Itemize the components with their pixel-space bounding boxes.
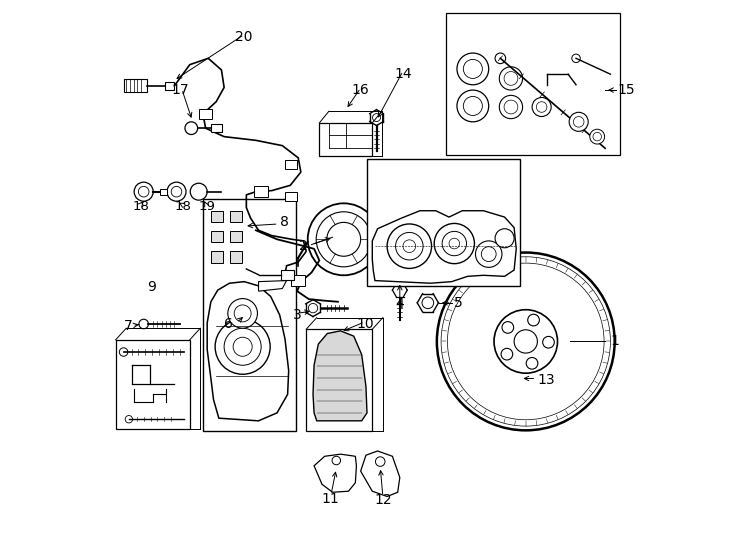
Text: 14: 14 [394, 67, 412, 81]
Polygon shape [116, 340, 189, 429]
Bar [159, 188, 167, 195]
Circle shape [435, 224, 474, 264]
Text: 3: 3 [293, 308, 302, 322]
Text: 5: 5 [454, 296, 463, 310]
Bar [446, 13, 620, 154]
Text: 18: 18 [132, 200, 149, 213]
Bar [165, 82, 175, 90]
Bar [211, 124, 222, 132]
Circle shape [499, 67, 523, 90]
Polygon shape [258, 281, 286, 291]
Circle shape [185, 122, 197, 134]
Polygon shape [207, 282, 288, 421]
Circle shape [167, 182, 186, 201]
Text: 12: 12 [374, 493, 392, 507]
Polygon shape [319, 123, 372, 156]
Text: 17: 17 [172, 83, 189, 97]
Circle shape [224, 328, 261, 365]
Circle shape [387, 224, 432, 268]
Bar [203, 199, 296, 431]
Text: 1: 1 [611, 334, 619, 348]
Bar [230, 231, 242, 242]
Bar [291, 275, 305, 286]
Polygon shape [313, 331, 367, 421]
Bar [230, 211, 242, 222]
Circle shape [495, 229, 514, 248]
Circle shape [437, 253, 614, 430]
Text: 9: 9 [148, 280, 156, 294]
Bar [211, 251, 222, 262]
Circle shape [190, 183, 207, 200]
Text: 2: 2 [299, 239, 308, 253]
Circle shape [457, 90, 489, 122]
Bar [230, 251, 242, 262]
Polygon shape [306, 329, 372, 431]
Circle shape [590, 129, 605, 144]
Bar [285, 192, 297, 201]
Bar [123, 79, 148, 92]
Circle shape [499, 96, 523, 119]
Circle shape [494, 309, 558, 373]
Text: 18: 18 [175, 200, 192, 213]
Text: 19: 19 [199, 200, 216, 213]
Bar [254, 186, 268, 197]
Bar [211, 231, 222, 242]
Circle shape [569, 112, 588, 131]
Text: 15: 15 [618, 83, 636, 97]
Bar [281, 270, 294, 280]
Circle shape [228, 299, 258, 328]
Text: 7: 7 [124, 319, 133, 333]
Text: 16: 16 [352, 83, 369, 97]
Text: 4: 4 [396, 298, 404, 312]
Polygon shape [314, 454, 357, 492]
Bar [199, 109, 212, 119]
Text: 11: 11 [321, 491, 339, 505]
Circle shape [457, 53, 489, 85]
Bar [211, 211, 222, 222]
Bar [367, 159, 520, 286]
Text: 10: 10 [356, 317, 374, 331]
Circle shape [134, 182, 153, 201]
Circle shape [532, 98, 551, 117]
Polygon shape [360, 451, 400, 496]
Text: 8: 8 [280, 215, 289, 230]
Text: 20: 20 [236, 30, 253, 44]
Bar [285, 160, 297, 170]
Circle shape [476, 241, 502, 267]
Text: 13: 13 [537, 373, 555, 387]
Polygon shape [372, 211, 516, 283]
Text: 6: 6 [224, 317, 233, 331]
Circle shape [308, 204, 379, 275]
Circle shape [215, 319, 270, 374]
